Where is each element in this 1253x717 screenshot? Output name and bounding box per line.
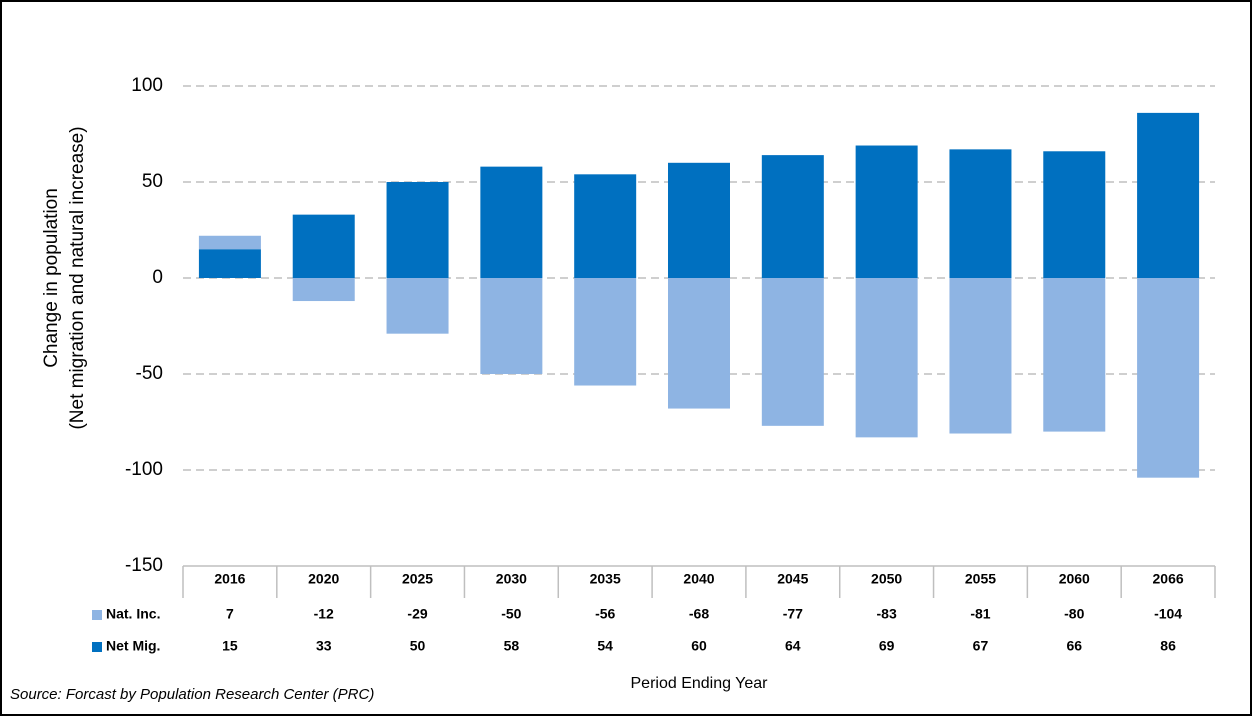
x-tick-label: 2030 bbox=[496, 571, 527, 587]
table-value: 58 bbox=[504, 638, 520, 654]
bar bbox=[574, 278, 637, 386]
table-value: 33 bbox=[316, 638, 332, 654]
table-value: -50 bbox=[501, 606, 521, 622]
table-value: 54 bbox=[597, 638, 613, 654]
bar bbox=[198, 249, 261, 278]
source-note: Source: Forcast by Population Research C… bbox=[10, 686, 374, 703]
bar bbox=[761, 278, 824, 426]
bar bbox=[1043, 151, 1106, 278]
bar bbox=[292, 278, 355, 302]
table-value: -29 bbox=[407, 606, 427, 622]
table-value: -83 bbox=[877, 606, 897, 622]
y-tick-label: -100 bbox=[125, 459, 163, 480]
table-value: 7 bbox=[226, 606, 234, 622]
bar bbox=[480, 278, 543, 374]
bar bbox=[949, 149, 1012, 278]
bar bbox=[668, 278, 730, 409]
y-tick-label: 0 bbox=[152, 267, 163, 288]
bar bbox=[855, 278, 918, 438]
table-value: -12 bbox=[314, 606, 334, 622]
x-tick-label: 2045 bbox=[777, 571, 808, 587]
table-value: 67 bbox=[973, 638, 989, 654]
bar bbox=[480, 166, 543, 278]
x-tick-label: 2066 bbox=[1153, 571, 1184, 587]
x-axis-title: Period Ending Year bbox=[631, 675, 769, 692]
x-tick-label: 2055 bbox=[965, 571, 996, 587]
bar bbox=[1043, 278, 1106, 432]
bar bbox=[574, 174, 637, 278]
table-value: -81 bbox=[970, 606, 990, 622]
bar bbox=[198, 235, 261, 250]
table-value: 66 bbox=[1066, 638, 1082, 654]
table-value: 86 bbox=[1160, 638, 1176, 654]
bar bbox=[1137, 112, 1200, 278]
legend-swatch bbox=[92, 642, 102, 652]
bar bbox=[668, 162, 730, 278]
table-value: -104 bbox=[1154, 606, 1182, 622]
table-value: -77 bbox=[783, 606, 803, 622]
y-tick-label: -50 bbox=[136, 363, 163, 384]
x-tick-label: 2020 bbox=[308, 571, 339, 587]
table-value: -68 bbox=[689, 606, 709, 622]
table-value: 64 bbox=[785, 638, 801, 654]
table-value: 69 bbox=[879, 638, 895, 654]
x-tick-label: 2016 bbox=[214, 571, 245, 587]
table-value: 15 bbox=[222, 638, 238, 654]
bar bbox=[855, 145, 918, 278]
bar bbox=[386, 278, 449, 334]
y-axis-title: (Net migration and natural increase) bbox=[67, 126, 88, 429]
x-tick-label: 2050 bbox=[871, 571, 902, 587]
legend-swatch bbox=[92, 610, 102, 620]
table-value: 50 bbox=[410, 638, 426, 654]
legend-label: Net Mig. bbox=[106, 638, 160, 654]
legend-label: Nat. Inc. bbox=[106, 606, 160, 622]
bar bbox=[761, 155, 824, 278]
y-tick-label: 50 bbox=[142, 171, 163, 192]
x-tick-label: 2040 bbox=[683, 571, 714, 587]
x-tick-label: 2035 bbox=[590, 571, 621, 587]
bar bbox=[949, 278, 1012, 434]
y-tick-label: -150 bbox=[125, 555, 163, 576]
x-tick-label: 2025 bbox=[402, 571, 433, 587]
table-value: 60 bbox=[691, 638, 707, 654]
x-tick-label: 2060 bbox=[1059, 571, 1090, 587]
bar bbox=[292, 214, 355, 278]
y-tick-label: 100 bbox=[131, 75, 163, 96]
bar bbox=[1137, 278, 1200, 478]
bar bbox=[386, 182, 449, 278]
table-value: -56 bbox=[595, 606, 615, 622]
table-value: -80 bbox=[1064, 606, 1084, 622]
y-axis-title: Change in population bbox=[41, 188, 62, 368]
